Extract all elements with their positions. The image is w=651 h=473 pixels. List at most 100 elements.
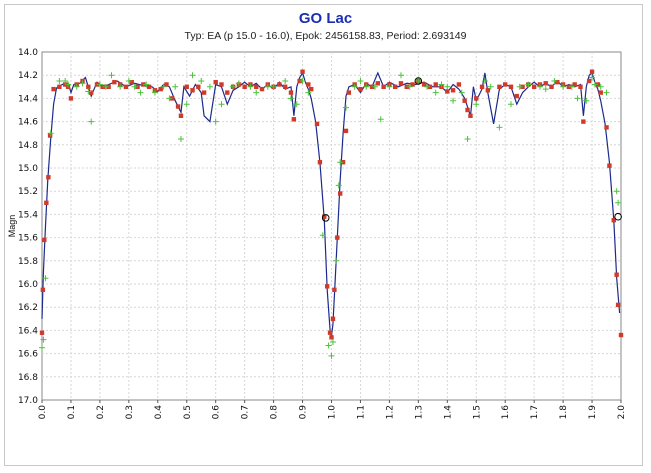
data-point-plus bbox=[597, 83, 604, 90]
data-point-plus bbox=[79, 80, 86, 87]
data-point-plus bbox=[47, 130, 54, 137]
data-point-plus bbox=[160, 83, 167, 90]
data-point-square bbox=[324, 284, 330, 289]
data-point-square bbox=[611, 218, 616, 223]
y-tick-label: 15.6 bbox=[18, 234, 38, 244]
data-point-square bbox=[607, 163, 612, 168]
data-point-plus bbox=[335, 182, 342, 189]
data-point-square bbox=[589, 69, 595, 74]
data-point-square bbox=[572, 82, 577, 87]
data-point-square bbox=[450, 88, 456, 93]
x-tick-label: 1.5 bbox=[472, 405, 482, 419]
x-tick-label: 0.0 bbox=[38, 405, 48, 420]
x-tick-label: 0.6 bbox=[212, 405, 222, 420]
data-point-square bbox=[503, 82, 508, 87]
data-point-circle bbox=[414, 77, 423, 85]
x-tick-label: 2.0 bbox=[617, 405, 627, 420]
data-point-square bbox=[335, 235, 340, 240]
data-point-plus bbox=[342, 104, 349, 111]
data-point-square bbox=[86, 84, 91, 89]
data-point-square bbox=[456, 82, 462, 87]
data-point-square bbox=[277, 82, 282, 87]
data-point-plus bbox=[287, 95, 294, 102]
data-point-plus bbox=[568, 83, 575, 90]
data-point-plus bbox=[172, 83, 179, 90]
data-point-square bbox=[343, 128, 349, 134]
data-point-plus bbox=[371, 83, 378, 90]
data-point-plus bbox=[536, 83, 543, 90]
data-point-square bbox=[327, 330, 333, 335]
data-point-plus bbox=[481, 78, 488, 84]
x-tick-label: 1.4 bbox=[443, 405, 453, 420]
data-point-plus bbox=[177, 136, 184, 142]
data-point-square bbox=[398, 81, 404, 86]
data-point-square bbox=[462, 98, 467, 103]
data-point-square bbox=[42, 237, 47, 243]
data-point-plus bbox=[42, 275, 49, 282]
data-point-square bbox=[497, 84, 502, 89]
data-point-plus bbox=[230, 83, 237, 90]
data-point-plus bbox=[507, 101, 514, 108]
data-point-circle bbox=[614, 212, 622, 221]
data-point-square bbox=[330, 316, 336, 321]
x-tick-label: 0.5 bbox=[183, 405, 193, 419]
data-point-square bbox=[474, 96, 479, 101]
data-point-plus bbox=[432, 89, 439, 96]
data-point-plus bbox=[212, 118, 219, 125]
data-point-square bbox=[375, 81, 381, 86]
data-point-square bbox=[314, 121, 320, 127]
data-point-square bbox=[164, 82, 169, 87]
data-point-plus bbox=[264, 83, 271, 90]
data-point-square bbox=[89, 90, 94, 95]
data-point-square bbox=[615, 302, 621, 308]
data-point-square bbox=[57, 84, 62, 89]
data-point-plus bbox=[270, 83, 277, 90]
data-point-plus bbox=[305, 89, 312, 96]
data-point-square bbox=[184, 84, 189, 89]
data-point-square bbox=[39, 330, 45, 335]
data-point-square bbox=[158, 86, 163, 92]
x-tick-label: 1.9 bbox=[588, 405, 598, 420]
data-point-square bbox=[146, 84, 152, 89]
data-point-plus bbox=[253, 89, 260, 96]
data-point-plus bbox=[363, 83, 370, 90]
data-point-square bbox=[392, 84, 398, 89]
chart-title: GO Lac bbox=[298, 10, 353, 27]
data-point-plus bbox=[377, 116, 384, 123]
data-point-square bbox=[40, 287, 46, 292]
data-point-square bbox=[358, 86, 363, 92]
data-point-plus bbox=[73, 83, 80, 90]
data-point-plus bbox=[473, 101, 480, 108]
x-tick-label: 1.6 bbox=[501, 405, 511, 420]
data-point-square bbox=[433, 82, 438, 87]
data-point-plus bbox=[206, 83, 213, 90]
data-point-plus bbox=[542, 86, 549, 93]
y-tick-label: 16.8 bbox=[18, 373, 38, 383]
data-point-square bbox=[421, 82, 427, 87]
data-point-plus bbox=[108, 72, 115, 79]
data-point-plus bbox=[325, 342, 332, 349]
data-point-plus bbox=[102, 83, 109, 90]
x-tick-label: 0.3 bbox=[125, 405, 135, 419]
data-point-plus bbox=[62, 78, 69, 84]
data-point-plus bbox=[615, 199, 622, 206]
data-point-plus bbox=[589, 74, 596, 81]
data-point-plus bbox=[293, 101, 300, 108]
data-point-square bbox=[581, 119, 586, 124]
y-tick-label: 14.4 bbox=[18, 94, 38, 104]
data-point-square bbox=[410, 82, 415, 87]
x-tick-label: 1.1 bbox=[356, 405, 366, 419]
data-point-square bbox=[51, 86, 56, 92]
y-tick-label: 15.0 bbox=[18, 164, 38, 174]
data-point-square bbox=[543, 81, 548, 86]
data-point-plus bbox=[235, 80, 242, 87]
x-tick-label: 1.2 bbox=[385, 405, 395, 419]
data-point-square bbox=[465, 107, 470, 113]
data-point-square bbox=[485, 88, 491, 93]
data-point-square bbox=[254, 84, 259, 89]
data-point-plus bbox=[299, 78, 306, 84]
data-point-square bbox=[322, 214, 327, 219]
data-point-plus bbox=[487, 83, 494, 90]
data-point-plus bbox=[247, 83, 254, 90]
